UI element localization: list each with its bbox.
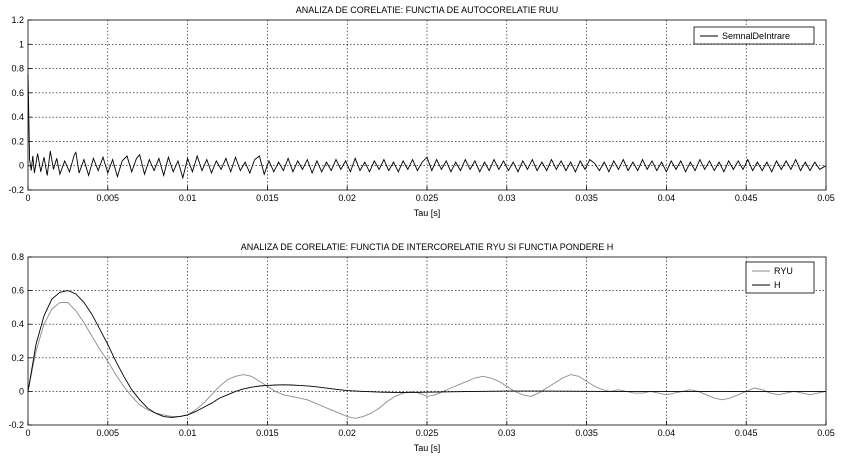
x-tick-label: 0.005 [97,193,120,203]
y-tick-label: 0.4 [11,112,24,122]
y-tick-label: 0.2 [11,136,24,146]
x-tick-label: 0.015 [256,193,279,203]
series-group [27,290,827,419]
x-tick-label: 0.02 [338,193,356,203]
x-tick-label: 0.04 [658,193,676,203]
x-tick-label: 0.005 [97,428,120,438]
x-tick-label: 0.03 [498,193,516,203]
y-tick-label: 0.8 [11,252,24,262]
y-tick-label: 0 [19,386,24,396]
x-tick-label: 0.025 [416,193,439,203]
x-tick-label: 0.045 [735,193,758,203]
x-axis-label: Tau [s] [414,208,441,218]
legend-entry: H [774,280,781,290]
chart-title: ANALIZA DE CORELATIE: FUNCTIA DE INTERCO… [241,242,614,252]
y-tick-label: -0.2 [8,185,24,195]
x-tick-label: 0.025 [416,428,439,438]
legend-entry: SemnalDeIntrare [722,31,790,41]
x-axis-label: Tau [s] [414,443,441,453]
y-tick-label: 0.8 [11,64,24,74]
y-tick-label: 0.2 [11,353,24,363]
y-tick-label: -0.2 [8,420,24,430]
legend-box [745,261,815,294]
y-tick-label: 0.4 [11,319,24,329]
series-line-semnaldeintrare [27,74,827,180]
autocorrelation-chart: ANALIZA DE CORELATIE: FUNCTIA DE AUTOCOR… [8,5,834,218]
series-group [27,74,827,180]
grid [27,19,827,191]
x-tick-label: 0 [25,428,30,438]
x-tick-label: 0.03 [498,428,516,438]
tick-labels: 0 0.005 0.01 0.015 0.02 0.025 0.03 0.035 0.04 0.0… [8,252,834,438]
y-tick-label: 0 [19,161,24,171]
y-tick-label: 0.6 [11,88,24,98]
x-tick-label: 0.04 [658,428,676,438]
x-tick-label: 0.045 [735,428,758,438]
x-tick-label: 0.05 [817,193,835,203]
x-tick-label: 0.05 [817,428,835,438]
legend: SemnalDeIntrare [693,26,815,45]
legend-box [693,26,815,45]
x-tick-label: 0.02 [338,428,356,438]
x-tick-label: 0.015 [256,428,279,438]
crosscorrelation-chart: ANALIZA DE CORELATIE: FUNCTIA DE INTERCO… [8,242,834,453]
y-tick-label: 1 [19,39,24,49]
y-tick-label: 1.2 [11,15,24,25]
legend: RYU H [745,261,815,294]
x-tick-label: 0 [25,193,30,203]
series-line-ryu [27,301,827,419]
legend-entry: RYU [774,266,793,276]
chart-title: ANALIZA DE CORELATIE: FUNCTIA DE AUTOCOR… [296,5,559,15]
tick-labels: 0 0.005 0.01 0.015 0.02 0.025 0.03 0.035 0.04 0.0… [8,15,834,203]
x-tick-label: 0.01 [179,428,197,438]
x-tick-label: 0.035 [575,193,598,203]
x-tick-label: 0.01 [179,193,197,203]
y-tick-label: 0.6 [11,286,24,296]
x-tick-label: 0.035 [575,428,598,438]
series-line-h [27,290,826,418]
